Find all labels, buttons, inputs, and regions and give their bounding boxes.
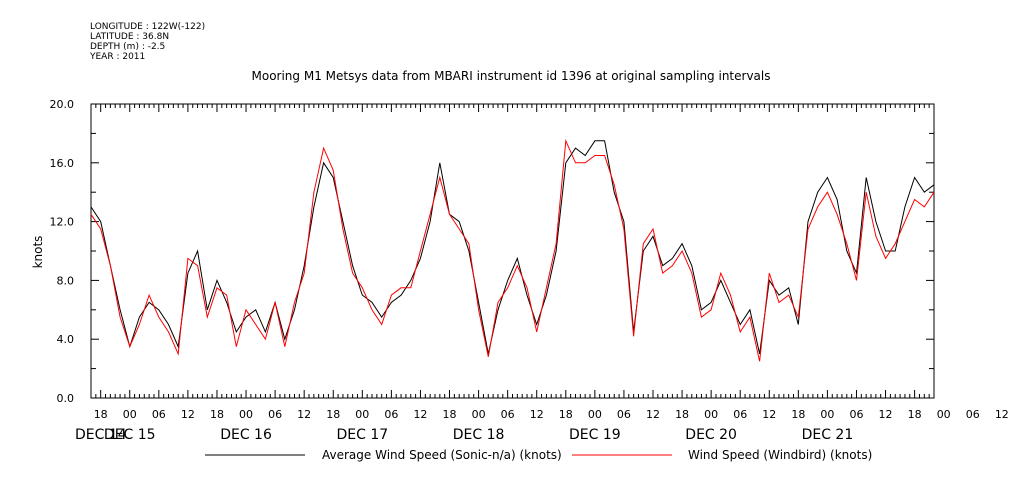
- x-tick-label: 12: [879, 408, 893, 421]
- x-day-label: DEC 15: [104, 427, 156, 443]
- x-tick-label: 00: [472, 408, 486, 421]
- series-layer: [90, 138, 935, 362]
- x-tick-label: 18: [559, 408, 573, 421]
- legend: Average Wind Speed (Sonic-n/a) (knots) Wi…: [205, 448, 872, 462]
- x-tick-label: 00: [704, 408, 718, 421]
- axes: 0.0 4.0 8.0 12.0 16.0 20.0 18 00 06 12 18 00 06 12 18 0…: [50, 98, 1009, 443]
- x-tick-label: 06: [501, 408, 515, 421]
- y-axis-label: knots: [31, 236, 45, 269]
- y-tick-label: 8.0: [57, 274, 75, 287]
- x-tick-label: 12: [181, 408, 195, 421]
- metadata-block: LONGITUDE : 122W(-122) LATITUDE : 36.8N …: [90, 22, 205, 62]
- x-tick-label: 18: [210, 408, 224, 421]
- x-tick-label: 00: [820, 408, 834, 421]
- x-day-label: DEC 19: [569, 427, 621, 443]
- x-tick-label: 18: [791, 408, 805, 421]
- x-day-label: DEC 18: [453, 427, 505, 443]
- x-day-label: DEC 20: [685, 427, 737, 443]
- y-tick-label: 4.0: [57, 333, 75, 346]
- x-tick-label: 06: [268, 408, 282, 421]
- x-day-label: DEC 21: [802, 427, 854, 443]
- x-day-label: DEC 14: [75, 427, 127, 443]
- y-tick-label: 0.0: [57, 392, 75, 405]
- x-tick-label: 06: [733, 408, 747, 421]
- x-tick-label: 06: [617, 408, 631, 421]
- x-tick-label: 12: [530, 408, 544, 421]
- x-tick-label: 00: [937, 408, 951, 421]
- series-line-1: [90, 138, 935, 362]
- x-tick-label: 00: [123, 408, 137, 421]
- depth-text: DEPTH (m) : -2.5: [90, 42, 166, 52]
- x-tick-label: 12: [995, 408, 1009, 421]
- x-tick-label: 06: [966, 408, 980, 421]
- latitude-text: LATITUDE : 36.8N: [90, 32, 170, 42]
- series-line-0: [90, 140, 935, 355]
- x-tick-label: 12: [762, 408, 776, 421]
- x-tick-label: 18: [675, 408, 689, 421]
- x-tick-label: 18: [326, 408, 340, 421]
- x-tick-label: 06: [849, 408, 863, 421]
- x-day-label: DEC 17: [336, 427, 388, 443]
- year-text: YEAR : 2011: [90, 52, 146, 62]
- x-tick-label: 18: [908, 408, 922, 421]
- x-tick-label: 00: [588, 408, 602, 421]
- chart-title: Mooring M1 Metsys data from MBARI instru…: [252, 69, 771, 83]
- x-tick-label: 12: [646, 408, 660, 421]
- x-tick-label: 00: [355, 408, 369, 421]
- x-tick-label: 00: [239, 408, 253, 421]
- longitude-text: LONGITUDE : 122W(-122): [90, 22, 206, 32]
- legend-label-average-wind: Average Wind Speed (Sonic-n/a) (knots): [322, 448, 562, 462]
- y-tick-label: 16.0: [50, 157, 75, 170]
- plot-frame: [90, 103, 935, 399]
- x-tick-label: 12: [413, 408, 427, 421]
- y-tick-label: 20.0: [50, 98, 75, 111]
- y-tick-label: 12.0: [50, 216, 75, 229]
- x-tick-label: 18: [94, 408, 108, 421]
- legend-label-windbird: Wind Speed (Windbird) (knots): [688, 448, 872, 462]
- x-tick-label: 06: [384, 408, 398, 421]
- x-tick-label: 12: [297, 408, 311, 421]
- x-day-label: DEC 16: [220, 427, 272, 443]
- x-tick-label: 18: [443, 408, 457, 421]
- x-tick-label: 06: [152, 408, 166, 421]
